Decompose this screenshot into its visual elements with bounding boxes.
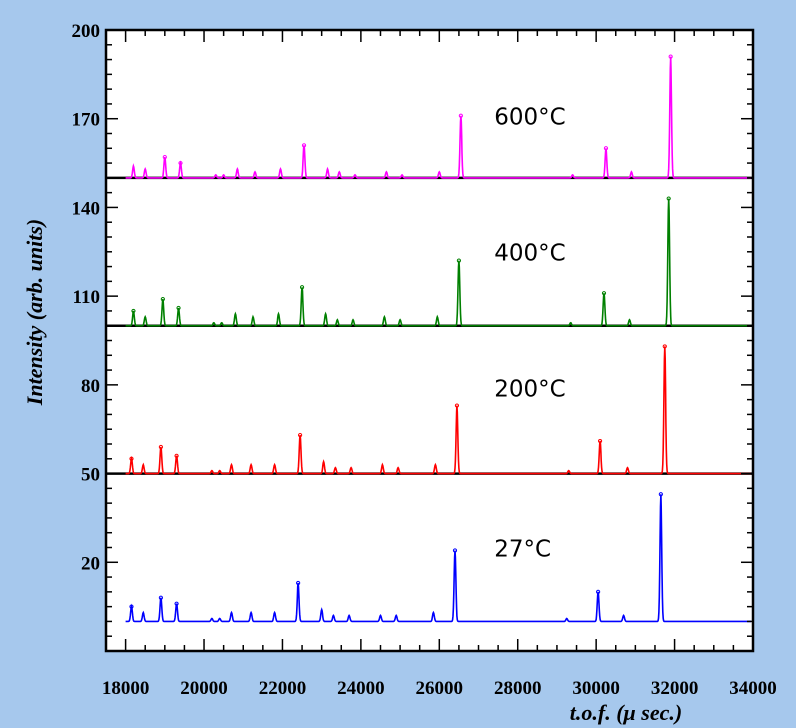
peak-point	[603, 146, 609, 151]
peak-point	[456, 258, 462, 263]
peak-point	[158, 595, 163, 600]
peak-point	[131, 308, 136, 314]
peak-point	[299, 285, 305, 290]
y-tick-label: 170	[72, 110, 101, 131]
series-label: 600°C	[494, 105, 565, 131]
peak-point	[301, 143, 307, 148]
y-tick-label: 140	[72, 198, 101, 219]
series-labels: 27°C 200°C 400°C 600°C	[494, 105, 565, 563]
peak-point	[174, 453, 179, 458]
x-axis-title: t.o.f. (μ sec.)	[570, 700, 682, 725]
x-tick-label: 22000	[259, 678, 307, 699]
peak-point	[174, 601, 179, 606]
peak-point	[658, 492, 663, 497]
peak-point	[666, 196, 671, 201]
peak-point	[178, 160, 183, 166]
x-tick-label: 34000	[729, 678, 777, 699]
y-axis-title: Intensity (arb. units)	[22, 219, 47, 406]
peak-point	[162, 155, 167, 160]
y-tick-label: 50	[81, 465, 100, 486]
peak-point	[458, 113, 463, 118]
series-line	[125, 494, 751, 623]
peak-point	[668, 54, 673, 59]
x-tick-label: 28000	[494, 678, 542, 699]
peak-point	[596, 589, 601, 594]
x-tick-label: 24000	[337, 678, 385, 699]
peak-point	[452, 548, 458, 553]
peak-point	[129, 456, 134, 461]
peak-point	[662, 344, 667, 349]
x-tick-label: 32000	[651, 678, 699, 699]
y-tick-label: 20	[81, 553, 100, 574]
series-line	[125, 346, 751, 475]
series-label: 400°C	[494, 241, 565, 267]
x-tick-label: 26000	[416, 678, 464, 699]
x-tick-label: 30000	[572, 678, 620, 699]
peak-point	[597, 438, 603, 444]
peak-point	[129, 604, 134, 609]
series-group	[125, 54, 751, 623]
y-tick-label: 110	[73, 287, 100, 308]
series-label: 27°C	[494, 536, 551, 562]
x-tick-label: 20000	[180, 678, 228, 699]
series-line	[125, 56, 751, 179]
y-tick-labels: 20 50 80 110 140 170 200	[72, 21, 101, 574]
peak-point	[158, 444, 163, 450]
peak-point	[298, 433, 303, 438]
peak-point	[296, 580, 301, 586]
y-tick-label: 200	[72, 21, 101, 42]
peak-point	[160, 297, 165, 302]
peak-point	[601, 291, 607, 296]
x-tick-label: 18000	[102, 678, 150, 699]
peak-point	[176, 305, 181, 311]
y-tick-label: 80	[81, 376, 100, 397]
plot-area	[106, 30, 753, 651]
peak-point	[454, 403, 460, 408]
series-label: 200°C	[494, 377, 565, 403]
plot-frame	[104, 28, 755, 653]
x-tick-labels: 18000 20000 22000 24000 26000 28000 30000 32000…	[102, 678, 777, 699]
series-line	[125, 198, 751, 327]
